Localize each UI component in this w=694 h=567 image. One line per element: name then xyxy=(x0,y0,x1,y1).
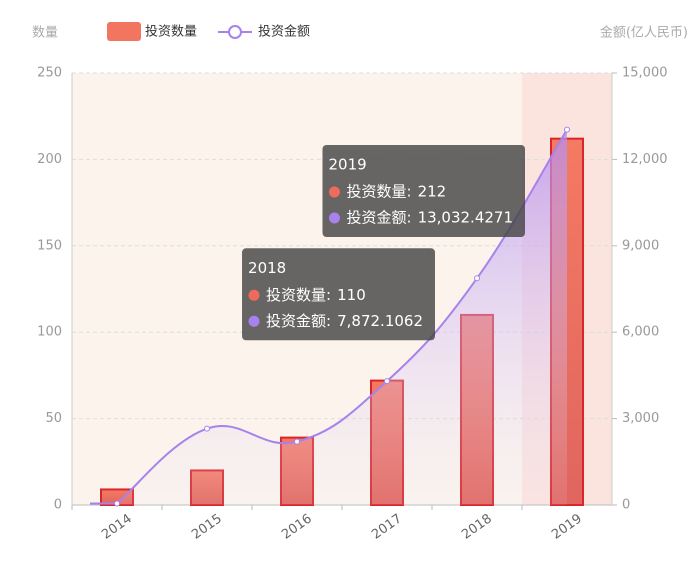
tooltip-separator: : xyxy=(407,209,412,227)
line xyxy=(116,129,568,505)
line-point xyxy=(384,378,390,385)
line-point xyxy=(294,438,300,445)
y2-tick-label: 3,000 xyxy=(622,411,659,426)
tooltip-series-name: 投资金额 xyxy=(346,209,406,227)
line-point xyxy=(564,126,570,133)
x-tick-label: 2014 xyxy=(99,511,135,542)
tooltip-value: 7,872.1062 xyxy=(337,312,423,330)
tooltip-marker xyxy=(248,289,260,301)
tooltip-marker xyxy=(328,212,340,224)
y-axis-title: 数量 xyxy=(32,26,58,41)
legend-line-icon xyxy=(228,25,242,39)
y-tick-label: 50 xyxy=(45,411,62,426)
y2-tick-label: 6,000 xyxy=(622,325,659,340)
tooltip-value: 13,032.4271 xyxy=(418,209,513,227)
y2-axis-title: 金额(亿人民币) xyxy=(600,25,688,41)
tooltip-marker xyxy=(328,186,340,198)
y-tick-label: 200 xyxy=(37,152,62,167)
line-point xyxy=(114,500,120,507)
tooltip-background xyxy=(242,248,435,341)
line-point xyxy=(474,275,480,282)
y2-tick-label: 15,000 xyxy=(622,66,668,81)
y-tick-label: 0 xyxy=(54,498,62,513)
tooltip-marker xyxy=(248,315,260,327)
tooltip: 2018 投资数量:110 投资金额:7,872.1062 xyxy=(242,248,435,341)
tooltip-separator: : xyxy=(326,312,331,330)
legend-label: 投资数量 xyxy=(145,24,197,40)
x-tick-label: 2017 xyxy=(369,511,405,542)
tooltip-title: 2018 xyxy=(248,259,286,277)
x-tick-label: 2015 xyxy=(189,511,225,542)
x-tick-label: 2018 xyxy=(459,511,495,542)
y-tick-label: 100 xyxy=(37,325,62,340)
tooltip-background xyxy=(322,145,525,237)
tooltip: 2019 投资数量:212 投资金额:13,032.4271 xyxy=(322,145,525,237)
y2-tick-label: 9,000 xyxy=(622,238,659,253)
tooltip-series-name: 投资数量 xyxy=(346,183,406,201)
tooltip-series-name: 投资数量 xyxy=(266,286,326,304)
x-tick-label: 2019 xyxy=(549,511,585,542)
legend-bar-icon xyxy=(107,22,141,41)
y-tick-label: 250 xyxy=(37,66,62,81)
legend-label: 投资金额 xyxy=(258,24,310,40)
y-tick-label: 150 xyxy=(37,238,62,253)
y2-tick-label: 0 xyxy=(622,498,630,513)
tooltip-separator: : xyxy=(407,183,412,201)
tooltip-series-name: 投资金额 xyxy=(266,312,326,330)
line-point xyxy=(204,425,210,432)
tooltip-separator: : xyxy=(326,286,331,304)
tooltip-value: 212 xyxy=(418,183,447,201)
y2-tick-label: 12,000 xyxy=(622,152,668,167)
tooltip-title: 2019 xyxy=(328,156,366,174)
x-tick-label: 2016 xyxy=(279,511,315,542)
line-area xyxy=(117,129,567,506)
tooltip-value: 110 xyxy=(337,286,366,304)
